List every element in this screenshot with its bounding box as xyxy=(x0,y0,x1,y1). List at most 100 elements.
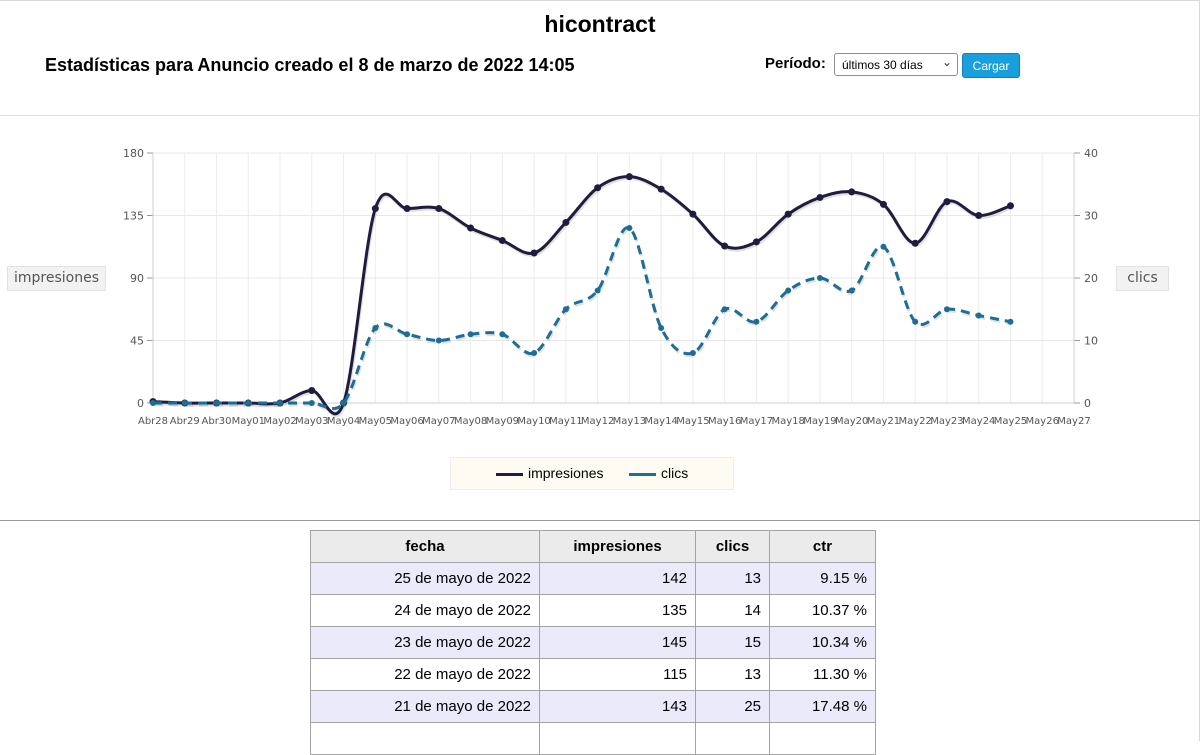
table-row: 23 de mayo de 2022 145 15 10.34 % xyxy=(310,626,876,659)
cell-ctr: 11.30 % xyxy=(769,658,876,691)
clicks-data-point xyxy=(658,325,665,331)
left-axis-toggle[interactable]: impresiones xyxy=(7,266,106,291)
impressions-data-point xyxy=(467,224,475,232)
impressions-data-point xyxy=(594,184,602,192)
x-axis-tick-label: May17 xyxy=(740,416,773,427)
cell-ctr: 17.48 % xyxy=(769,690,876,723)
cell-ctr xyxy=(769,722,876,755)
cell-date xyxy=(310,722,540,755)
clicks-data-point xyxy=(531,350,538,356)
impressions-data-point xyxy=(562,218,570,226)
header-divider xyxy=(0,115,1200,116)
x-axis-tick-label: Abr30 xyxy=(202,416,232,427)
left-axis-tick-label: 0 xyxy=(137,397,144,410)
clicks-data-point xyxy=(499,331,506,338)
legend-swatch-impressions xyxy=(496,473,523,476)
x-axis-tick-label: May06 xyxy=(390,416,423,427)
x-axis-tick-label: May04 xyxy=(327,416,360,427)
legend-label-clicks: clics xyxy=(661,465,689,481)
left-axis-tick-label: 135 xyxy=(123,210,144,223)
clicks-data-point xyxy=(912,318,919,325)
cell-impressions xyxy=(539,722,696,755)
impressions-data-point xyxy=(721,242,729,250)
impressions-data-point xyxy=(371,205,379,213)
cell-impressions: 115 xyxy=(539,658,696,691)
x-axis-tick-label: May12 xyxy=(581,416,614,427)
cell-ctr: 10.37 % xyxy=(769,594,876,627)
impressions-data-point xyxy=(689,210,697,218)
clicks-data-point xyxy=(943,306,950,313)
legend-swatch-clicks xyxy=(629,473,656,476)
cell-ctr: 10.34 % xyxy=(769,626,876,659)
cell-impressions: 143 xyxy=(539,690,696,723)
column-header-impressions[interactable]: impresiones xyxy=(539,530,696,563)
period-select[interactable]: últimos 30 días ⌄ xyxy=(834,53,958,76)
legend-item-impressions[interactable]: impresiones xyxy=(496,458,616,489)
x-axis-tick-label: May03 xyxy=(295,416,328,427)
right-axis-tick-label: 10 xyxy=(1084,335,1098,348)
clicks-data-point xyxy=(753,318,760,325)
clicks-data-point xyxy=(213,400,220,406)
x-axis-tick-label: May05 xyxy=(359,416,392,427)
clicks-data-point xyxy=(562,306,569,313)
clicks-data-point xyxy=(308,400,315,406)
clicks-series-line xyxy=(153,226,1011,410)
x-axis-tick-label: May15 xyxy=(676,416,709,427)
x-axis-tick-label: May22 xyxy=(899,416,932,427)
impressions-data-point xyxy=(308,387,316,394)
clicks-data-point xyxy=(689,350,696,356)
left-axis-tick-label: 90 xyxy=(130,272,144,285)
x-axis-tick-label: May14 xyxy=(644,416,677,427)
clicks-data-point xyxy=(467,331,474,338)
table-row: 22 de mayo de 2022 115 13 11.30 % xyxy=(310,658,876,691)
x-axis-tick-label: May10 xyxy=(517,416,550,427)
x-axis-tick-label: May01 xyxy=(232,416,265,427)
period-label: Período: xyxy=(765,55,826,72)
column-header-date[interactable]: fecha xyxy=(310,530,540,563)
impressions-data-point xyxy=(752,238,760,246)
table-row: 21 de mayo de 2022 143 25 17.48 % xyxy=(310,690,876,723)
cell-impressions: 145 xyxy=(539,626,696,659)
clicks-series-shadow xyxy=(153,228,1012,412)
cell-date: 23 de mayo de 2022 xyxy=(310,626,540,659)
chart-divider xyxy=(0,520,1200,521)
impressions-data-point xyxy=(530,249,538,257)
load-button[interactable]: Cargar xyxy=(962,53,1020,78)
x-axis-tick-label: May26 xyxy=(1026,416,1059,427)
table-row xyxy=(310,722,876,755)
impressions-data-point xyxy=(657,185,665,193)
chart-legend: impresiones clics xyxy=(450,457,734,490)
legend-label-impressions: impresiones xyxy=(528,465,604,481)
column-header-ctr[interactable]: ctr xyxy=(769,530,876,563)
clicks-data-point xyxy=(594,287,601,294)
cell-clicks: 13 xyxy=(695,562,770,595)
legend-item-clicks[interactable]: clics xyxy=(629,458,709,489)
clicks-data-point xyxy=(435,337,442,344)
statistics-chart: 0 0 45 10 90 20 135 30 180 40 Abr28 Abr29 Abr30 May01… xyxy=(123,147,1098,427)
table-header-row: fecha impresiones clics ctr xyxy=(310,530,876,563)
table-row: 25 de mayo de 2022 142 13 9.15 % xyxy=(310,562,876,595)
x-axis-tick-label: May18 xyxy=(771,416,804,427)
cell-date: 25 de mayo de 2022 xyxy=(310,562,540,595)
impressions-data-point xyxy=(403,205,411,213)
chevron-down-icon: ⌄ xyxy=(941,55,952,69)
impressions-data-point xyxy=(498,237,506,244)
clicks-data-point xyxy=(372,325,379,331)
impressions-data-point xyxy=(816,193,824,201)
impressions-data-point xyxy=(848,188,856,196)
column-header-clicks[interactable]: clics xyxy=(695,530,770,563)
impressions-series-line xyxy=(152,175,1011,416)
period-selected-value: últimos 30 días xyxy=(842,58,923,72)
impressions-data-point xyxy=(911,239,919,247)
right-axis-toggle[interactable]: clics xyxy=(1116,266,1169,291)
clicks-data-point xyxy=(245,400,252,406)
left-axis-tick-label: 45 xyxy=(130,335,144,348)
x-axis-tick-label: May02 xyxy=(263,416,296,427)
app-title: hicontract xyxy=(544,11,656,37)
cell-clicks: 14 xyxy=(695,594,770,627)
cell-date: 24 de mayo de 2022 xyxy=(310,594,540,627)
clicks-data-point xyxy=(880,243,887,250)
clicks-data-point xyxy=(340,400,347,406)
x-axis-tick-label: May21 xyxy=(867,416,900,427)
impressions-series-shadow xyxy=(153,177,1012,418)
